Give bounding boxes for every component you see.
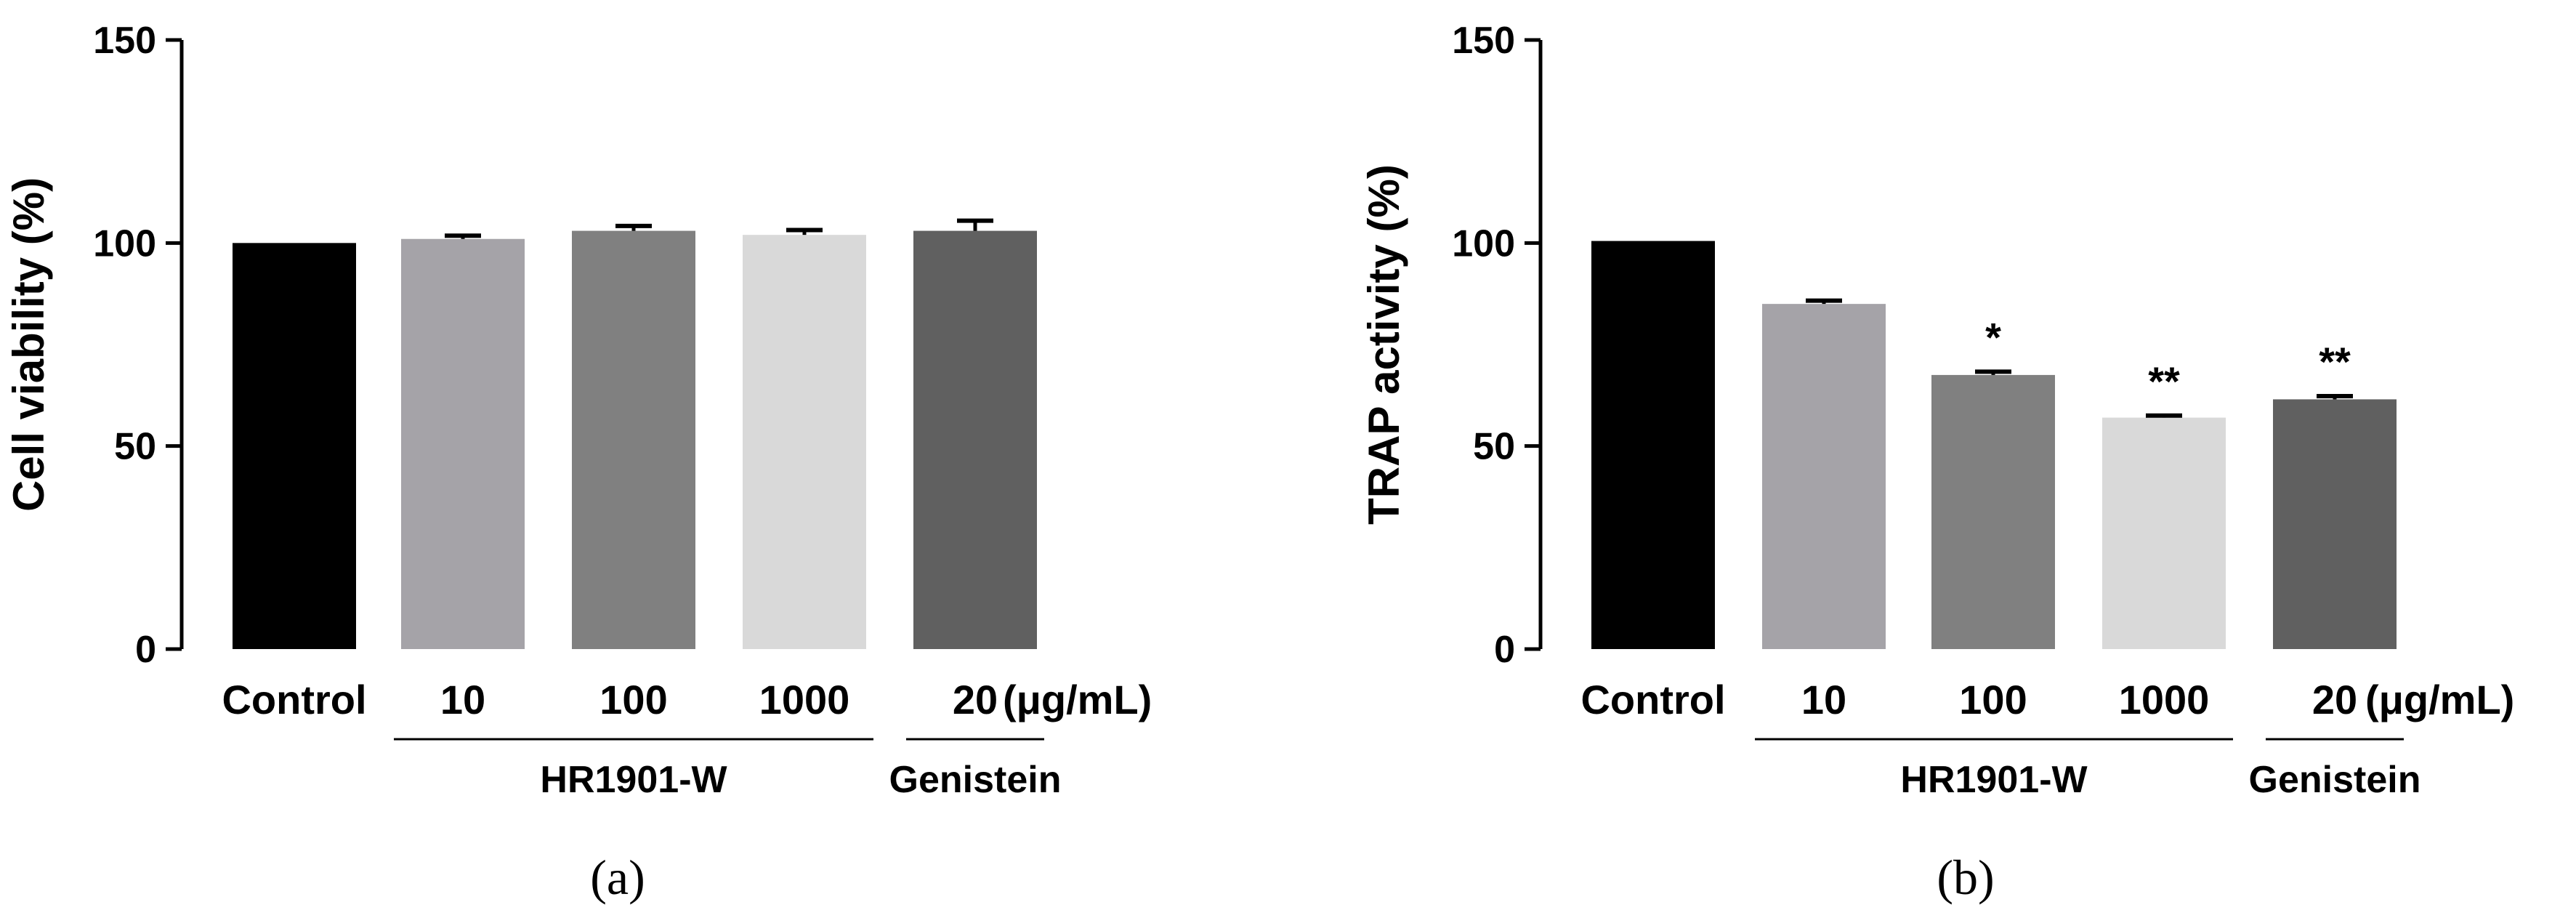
- y-tick-label: 50: [114, 426, 156, 468]
- category-label: 10: [1801, 677, 1846, 722]
- panel-b: 0 50 100 150 TRAP activity (%) Control 10 * 100 *…: [1360, 20, 2514, 905]
- bar-100: [1931, 374, 2055, 649]
- category-label: 20: [2312, 677, 2357, 722]
- y-tick-label: 150: [1452, 20, 1515, 62]
- panel-a: 0 50 100 150 Cell viability (%) Control 10 100 1…: [4, 20, 1152, 905]
- bar-1000: [2102, 417, 2226, 649]
- bar-10: [401, 238, 525, 649]
- y-tick-label: 150: [93, 20, 156, 62]
- panel-label: (b): [1937, 850, 1994, 905]
- unit-label: (μg/mL): [2365, 677, 2514, 722]
- category-label: 1000: [759, 677, 850, 722]
- group-label: HR1901-W: [1900, 759, 2088, 801]
- significance-mark: *: [1985, 314, 2001, 360]
- category-label: 100: [1959, 677, 2027, 722]
- category-label: 20: [953, 677, 998, 722]
- y-tick-label: 100: [1452, 222, 1515, 265]
- bar-20: [2273, 399, 2397, 649]
- category-label: 10: [440, 677, 485, 722]
- significance-mark: **: [2148, 358, 2180, 404]
- y-tick-label: 0: [1494, 629, 1515, 671]
- panel-label: (a): [590, 850, 645, 905]
- y-tick-label: 0: [135, 629, 156, 671]
- category-label: Control: [222, 677, 366, 722]
- unit-label: (μg/mL): [1003, 677, 1152, 722]
- bar-1000: [743, 235, 866, 649]
- bar-control: [1591, 241, 1715, 649]
- group-label: Genistein: [2249, 759, 2421, 801]
- y-tick-label: 50: [1473, 426, 1515, 468]
- significance-mark: **: [2319, 339, 2351, 384]
- bar-10: [1762, 304, 1886, 649]
- y-tick-label: 100: [93, 222, 156, 265]
- category-label: 1000: [2119, 677, 2210, 722]
- bar-100: [572, 230, 695, 649]
- bar-20: [913, 230, 1037, 649]
- bar-control: [233, 243, 356, 649]
- group-label: HR1901-W: [540, 759, 727, 801]
- y-axis-label: TRAP activity (%): [1360, 164, 1408, 525]
- y-axis-label: Cell viability (%): [4, 177, 53, 512]
- category-label: 100: [599, 677, 667, 722]
- category-label: Control: [1580, 677, 1725, 722]
- group-label: Genistein: [889, 759, 1062, 801]
